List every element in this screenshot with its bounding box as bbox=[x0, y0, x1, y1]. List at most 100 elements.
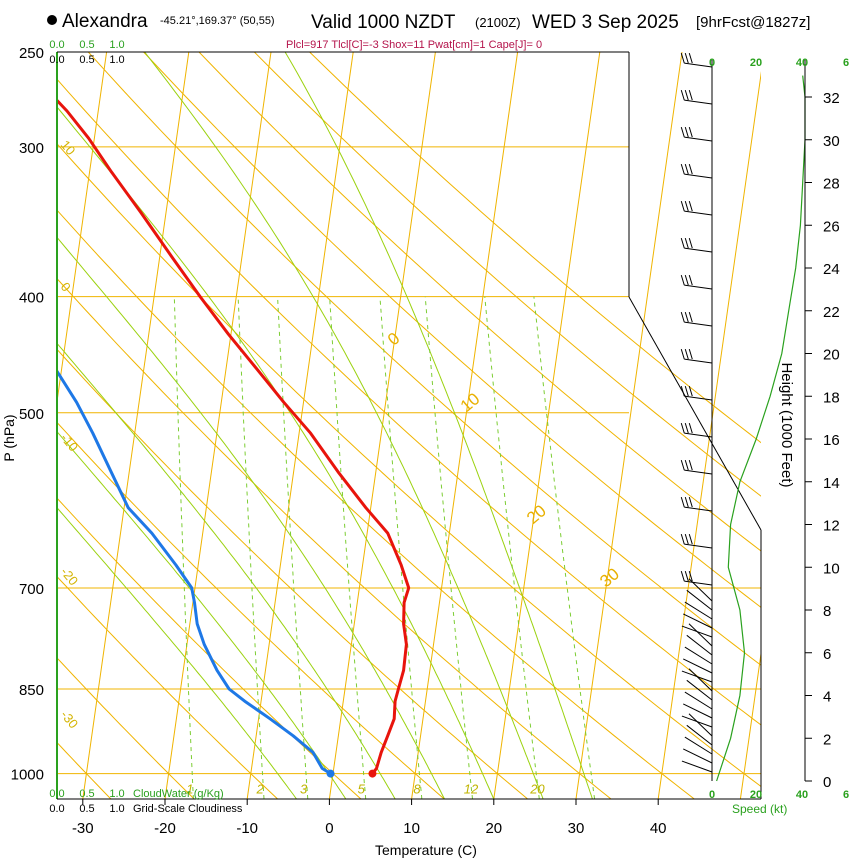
dry-adiabat-line bbox=[57, 575, 278, 799]
indices-line: Plcl=917 Tlcl[C]=-3 Shox=11 Pwat[cm]=1 C… bbox=[286, 39, 542, 51]
wind-barb-flag bbox=[688, 496, 693, 508]
temperature-tick-label: 30 bbox=[568, 820, 585, 837]
temperature-tick-label: 40 bbox=[650, 820, 667, 837]
temperature-surface-point bbox=[368, 769, 377, 778]
cloudwater-bottom-tick: 0.0 bbox=[49, 788, 64, 800]
wind-barb-flag bbox=[680, 533, 685, 545]
wind-barb-flag bbox=[688, 200, 693, 212]
moist-adiabat-line bbox=[284, 52, 593, 799]
height-tick-label: 8 bbox=[823, 603, 831, 620]
speed-top-tick-label: 20 bbox=[750, 57, 762, 69]
dry-adiabat-line bbox=[57, 277, 612, 799]
wind-barb-flag bbox=[680, 496, 685, 508]
cloudiness-bottom-tick: 0.5 bbox=[79, 803, 94, 815]
wind-barb bbox=[684, 247, 713, 253]
wind-barb-flag bbox=[688, 311, 693, 323]
wind-barb bbox=[684, 173, 713, 179]
wind-barb-flag bbox=[684, 89, 689, 101]
wind-barb bbox=[688, 713, 713, 737]
pressure-tick-label: 300 bbox=[19, 140, 44, 157]
wind-barb-flag bbox=[684, 533, 689, 545]
height-tick-label: 24 bbox=[823, 261, 840, 278]
wind-barb-flag bbox=[680, 570, 685, 582]
height-tick-label: 12 bbox=[823, 518, 840, 535]
height-tick-label: 22 bbox=[823, 304, 840, 321]
dry-adiabat-line bbox=[57, 78, 761, 726]
mixing-ratio-label: 1 bbox=[186, 782, 193, 797]
isotherm-label: 30 bbox=[596, 564, 623, 591]
wind-barb-flag bbox=[680, 200, 685, 212]
isotherm-line bbox=[246, 52, 354, 799]
wind-barb bbox=[686, 724, 713, 746]
wind-barb-flag bbox=[680, 89, 685, 101]
pressure-tick-label: 1000 bbox=[11, 767, 44, 784]
pressure-tick-label: 700 bbox=[19, 581, 44, 598]
mixing-ratio-line bbox=[484, 296, 540, 799]
mixing-ratio-label: 8 bbox=[413, 782, 421, 797]
cloudwater-top-tick: 0.5 bbox=[79, 39, 94, 51]
height-tick-label: 2 bbox=[823, 731, 831, 748]
wind-barb bbox=[684, 646, 713, 665]
wind-barb bbox=[683, 748, 713, 764]
station-name: Alexandra bbox=[62, 11, 148, 32]
wind-barb-flag bbox=[684, 52, 689, 64]
wind-barb bbox=[684, 210, 713, 216]
cloudiness-label: Grid-Scale Cloudiness bbox=[133, 803, 243, 815]
wind-barb-flag bbox=[684, 348, 689, 360]
moist-adiabat-line bbox=[57, 506, 297, 799]
wind-barb-flag bbox=[688, 274, 693, 286]
temperature-tick-label: -10 bbox=[236, 820, 258, 837]
wind-barb-flag bbox=[680, 274, 685, 286]
dry-adiabat-line bbox=[309, 52, 761, 444]
speed-bottom-tick-label: 0 bbox=[709, 789, 715, 801]
wind-barb-flag bbox=[688, 459, 693, 471]
wind-barb-flag bbox=[684, 459, 689, 471]
height-tick-label: 18 bbox=[823, 389, 840, 406]
height-tick-label: 14 bbox=[823, 475, 840, 492]
wind-barb bbox=[684, 358, 713, 364]
wind-barb-flag bbox=[688, 126, 693, 138]
cloudiness-top-tick: 0.0 bbox=[49, 54, 64, 66]
y-axis-title: P (hPa) bbox=[1, 414, 17, 461]
cloudwater-bottom-tick: 1.0 bbox=[109, 788, 124, 800]
wind-barb bbox=[686, 679, 713, 701]
isotherm-label: 20 bbox=[523, 501, 550, 528]
wind-barb bbox=[686, 589, 713, 611]
mixing-ratio-line bbox=[379, 296, 423, 799]
wind-barb-flag bbox=[684, 422, 689, 434]
wind-barb bbox=[688, 668, 713, 692]
isotherm-line bbox=[82, 52, 190, 799]
pressure-tick-label: 250 bbox=[19, 45, 44, 62]
wind-barb-flag bbox=[684, 237, 689, 249]
wind-barb-flag bbox=[688, 89, 693, 101]
isotherm-line bbox=[411, 52, 519, 799]
temperature-line bbox=[57, 98, 411, 775]
cloudiness-top-tick: 1.0 bbox=[109, 54, 124, 66]
wind-barb-flag bbox=[680, 348, 685, 360]
wind-barb-flag bbox=[688, 570, 693, 582]
wind-barb bbox=[684, 99, 713, 105]
wind-barb bbox=[684, 432, 713, 438]
wind-barb-flag bbox=[688, 385, 693, 397]
moist-adiabat-line bbox=[144, 52, 544, 799]
dewpoint-surface-point bbox=[326, 769, 335, 778]
dry-adiabat-line bbox=[143, 52, 761, 608]
height-tick-label: 26 bbox=[823, 218, 840, 235]
wind-barb bbox=[684, 62, 713, 68]
wind-barb bbox=[684, 736, 713, 755]
isotherm-label: 10 bbox=[457, 389, 484, 416]
x-axis-title: Temperature (C) bbox=[375, 842, 477, 858]
wind-barb-flag bbox=[688, 163, 693, 175]
station-marker-icon bbox=[47, 15, 57, 25]
cloudiness-top-tick: 0.5 bbox=[79, 54, 94, 66]
moist-adiabat-line bbox=[57, 342, 396, 799]
wind-barb bbox=[684, 543, 713, 549]
cloudwater-bottom-tick: 0.5 bbox=[79, 788, 94, 800]
speed-profile-line bbox=[716, 75, 806, 782]
cloudiness-bottom-tick: 1.0 bbox=[109, 803, 124, 815]
wind-barb bbox=[681, 625, 713, 638]
wind-barb-flag bbox=[680, 459, 685, 471]
temperature-tick-label: 0 bbox=[325, 820, 333, 837]
valid-time: Valid 1000 NZDT bbox=[311, 12, 456, 33]
